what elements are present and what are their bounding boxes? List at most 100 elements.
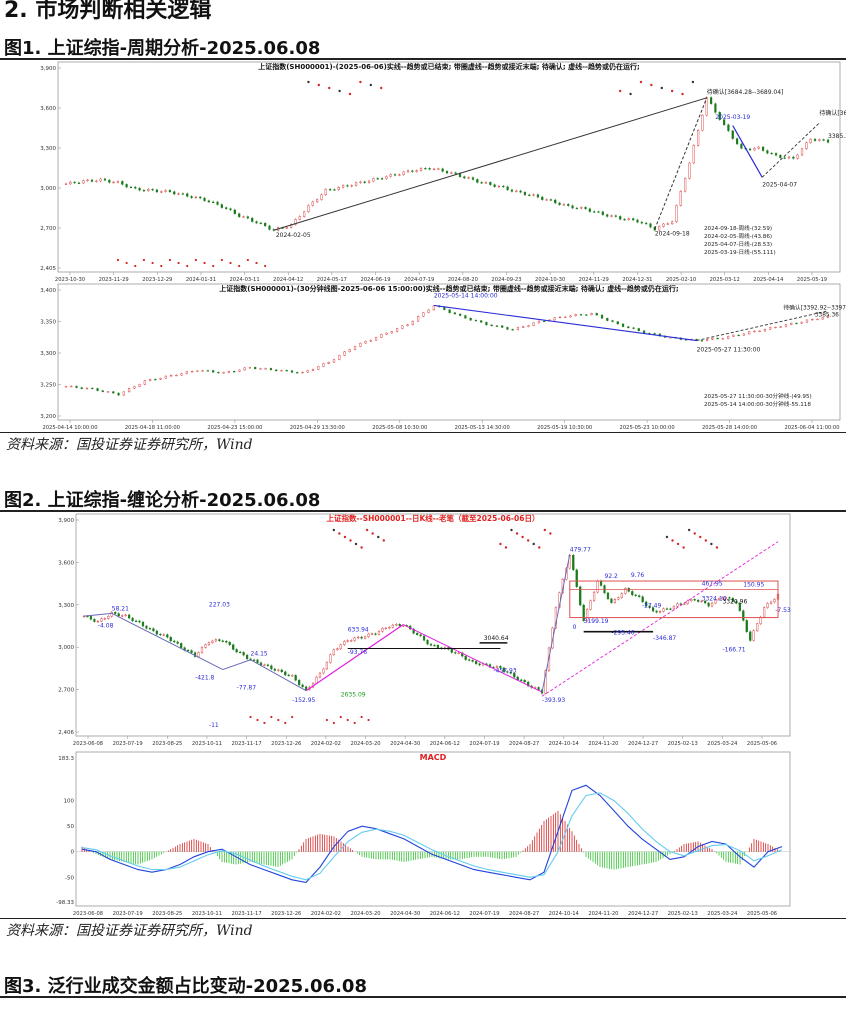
candle-body xyxy=(745,620,748,632)
candle-body xyxy=(285,370,288,372)
candle-body xyxy=(769,601,773,604)
candle-body xyxy=(370,633,374,635)
candle-body xyxy=(348,349,351,352)
signal-dot xyxy=(521,535,524,539)
chanlun-label: -457.93 xyxy=(493,667,516,674)
candle-body xyxy=(478,663,481,666)
candle-body xyxy=(595,313,598,316)
candle-body xyxy=(254,367,257,369)
candle-body xyxy=(826,315,830,318)
fig1-title: 图1. 上证综指-周期分析-2025.06.08 xyxy=(4,38,321,59)
candle-body xyxy=(596,580,599,593)
candle-body xyxy=(558,316,562,319)
candle-body xyxy=(501,325,504,328)
candle-body xyxy=(497,185,501,188)
candle-body xyxy=(121,615,124,617)
signal-dot xyxy=(177,261,180,265)
candle-body xyxy=(106,391,110,393)
y-tick-label: 3,300 xyxy=(40,146,56,152)
candle-body xyxy=(127,388,131,393)
chanlun-label: 9.76 xyxy=(631,572,645,579)
candle-body xyxy=(112,391,115,394)
candle-body xyxy=(376,178,379,180)
x-tick-label: 2023-12-26 xyxy=(271,741,301,747)
candle-body xyxy=(437,168,440,170)
signal-dot xyxy=(526,539,530,542)
candle-body xyxy=(329,654,332,663)
signal-dot xyxy=(650,83,653,87)
signal-dot xyxy=(369,83,372,87)
candle-body xyxy=(214,639,217,642)
signal-dot xyxy=(249,715,252,719)
candle-body xyxy=(307,205,310,213)
candle-body xyxy=(270,665,273,670)
x-tick-label: 2025-05-19 10:30:00 xyxy=(537,425,592,431)
candle-body xyxy=(294,675,297,681)
candle-body xyxy=(544,670,547,694)
candle-body xyxy=(704,600,707,604)
candle-body xyxy=(711,337,714,340)
x-tick-label: 2023-07-19 xyxy=(113,741,143,747)
candle-body xyxy=(426,639,429,645)
fig3-title: 图3. 泛行业成交金额占比变动-2025.06.08 xyxy=(4,976,367,997)
x-tick-label: 2024-06-12 xyxy=(430,911,460,917)
candle-body xyxy=(569,315,572,318)
candle-body xyxy=(658,611,662,613)
candle-body xyxy=(480,320,483,323)
candle-body xyxy=(740,143,743,149)
candle-body xyxy=(499,666,502,669)
candle-body xyxy=(706,339,709,341)
candle-body xyxy=(805,142,808,150)
candle-body xyxy=(579,586,582,606)
candle-body xyxy=(333,189,336,191)
candle-body xyxy=(436,645,440,649)
signal-dot xyxy=(339,715,342,719)
candle-body xyxy=(586,609,589,621)
candle-body xyxy=(562,204,565,206)
candle-body xyxy=(690,599,693,602)
fig1-rule xyxy=(0,58,846,60)
candle-body xyxy=(393,174,397,176)
x-tick-label: 2025-05-28 14:00:00 xyxy=(702,425,757,431)
candle-body xyxy=(380,334,383,338)
candle-body xyxy=(238,213,241,217)
candle-body xyxy=(73,181,76,184)
candle-body xyxy=(693,599,696,601)
macd-chart: MACD 183.3 100 50 0 -50 -98.33 2023-06-08 2023-0… xyxy=(56,751,791,917)
candle-body xyxy=(495,666,499,668)
candle-body xyxy=(826,139,830,143)
chanlun-label: -11 xyxy=(209,722,219,729)
fig2-rule xyxy=(0,510,846,512)
candle-body xyxy=(353,346,357,350)
fig1-source: 资料来源：国投证券证券研究所，Wind xyxy=(6,437,253,453)
signal-dot xyxy=(263,721,266,725)
candle-body xyxy=(424,168,427,170)
candle-body xyxy=(415,170,418,172)
candle-body xyxy=(117,613,120,617)
candle-body xyxy=(380,178,384,180)
candle-body xyxy=(727,124,730,132)
candle-body xyxy=(220,204,223,208)
x-tick-label: 2023-10-11 xyxy=(192,741,222,747)
x-tick-label: 2024-11-20 xyxy=(588,911,618,917)
cycle-legend-line: 2025-05-14 14:00:00-30分钟线-55.118 xyxy=(704,400,811,408)
x-tick-label: 2025-05-06 xyxy=(747,911,777,917)
candle-body xyxy=(227,371,231,373)
signal-dot xyxy=(328,86,331,90)
chanlun-label: 3324.16 xyxy=(702,596,727,603)
signal-dot xyxy=(194,258,197,262)
chanlun-label: 3320.96 xyxy=(722,599,747,606)
y-tick-label: 2,700 xyxy=(40,226,56,232)
candle-body xyxy=(176,641,179,644)
candle-body xyxy=(471,177,475,180)
candle-body xyxy=(623,219,626,221)
candle-body xyxy=(489,182,492,185)
candle-body xyxy=(85,387,89,390)
chart-annotation: 3385.36 xyxy=(815,312,839,318)
candle-body xyxy=(145,625,148,629)
candle-body xyxy=(162,634,165,636)
candle-body xyxy=(502,667,505,672)
candle-body xyxy=(721,338,724,340)
fig2-source: 资料来源：国投证券证券研究所，Wind xyxy=(6,923,253,939)
candle-body xyxy=(332,649,335,655)
